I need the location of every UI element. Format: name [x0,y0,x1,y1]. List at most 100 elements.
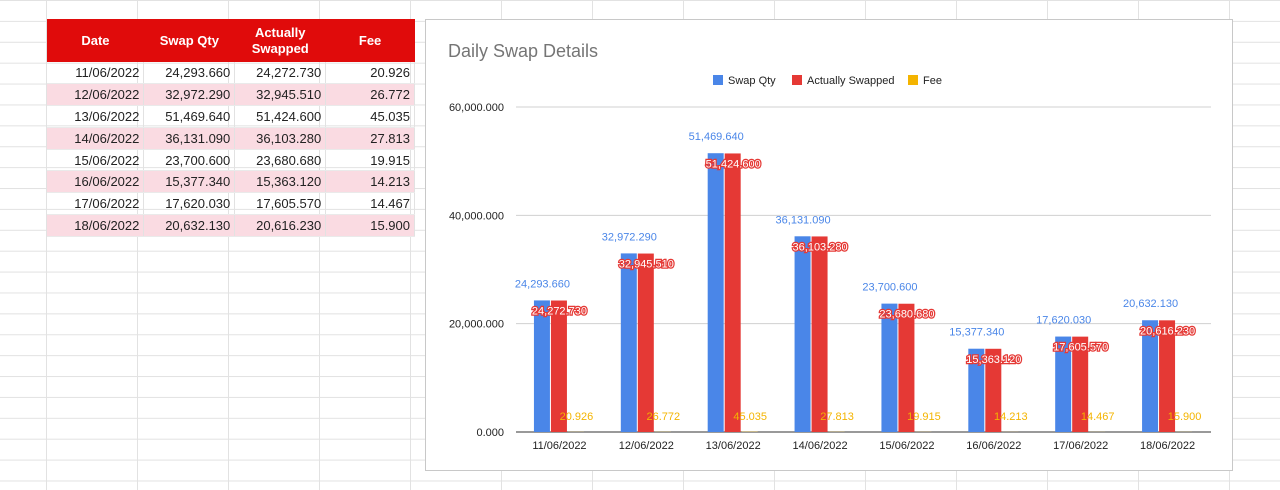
cell-date[interactable]: 13/06/2022 [47,105,145,128]
cell-fee[interactable]: 14.467 [325,192,415,216]
bar-0 [881,303,898,432]
y-tick-label: 20,000.000 [449,319,504,331]
cell-swap-qty[interactable]: 24,293.660 [143,62,236,84]
x-tick-label: 17/06/2022 [1053,440,1108,452]
cell-swap-qty[interactable]: 51,469.640 [143,105,236,128]
x-tick-label: 16/06/2022 [966,440,1021,452]
table-row: 12/06/2022 32,972.290 32,945.510 26.772 [47,83,415,106]
cell-swap-qty[interactable]: 20,632.130 [143,214,236,238]
legend-label-2: Fee [923,75,942,87]
cell-swap-qty[interactable]: 17,620.030 [143,192,236,216]
x-tick-label: 11/06/2022 [532,440,586,452]
cell-fee[interactable]: 15.900 [325,214,415,238]
data-label-fee: 19.915 [907,411,941,423]
bar-0 [968,348,985,432]
cell-fee[interactable]: 45.035 [325,105,415,128]
data-label-fee: 14.467 [1081,411,1115,423]
data-label-actually-swapped: 51,424.600 [706,158,761,170]
cell-date[interactable]: 18/06/2022 [47,214,145,238]
header-actually-swapped[interactable]: Actually Swapped [234,19,326,62]
data-label-actually-swapped: 36,103.280 [793,241,848,253]
header-fee[interactable]: Fee [325,19,415,62]
table-header-row: Date Swap Qty Actually Swapped Fee [47,19,415,62]
bar-1 [637,253,654,432]
cell-actually-swapped[interactable]: 51,424.600 [234,105,327,128]
cell-date[interactable]: 17/06/2022 [47,192,145,216]
cell-actually-swapped[interactable]: 15,363.120 [234,170,327,194]
table-row: 11/06/2022 24,293.660 24,272.730 20.926 [47,62,415,84]
data-label-swap-qty: 20,632.130 [1123,298,1178,310]
legend-label-1: Actually Swapped [807,75,894,87]
cell-actually-swapped[interactable]: 24,272.730 [234,62,327,84]
bar-1 [724,153,741,433]
cell-actually-swapped[interactable]: 17,605.570 [234,192,327,216]
cell-date[interactable]: 11/06/2022 [47,62,145,84]
cell-fee[interactable]: 14.213 [325,170,415,194]
cell-swap-qty[interactable]: 15,377.340 [143,170,236,194]
cell-fee[interactable]: 27.813 [325,127,415,150]
data-label-swap-qty: 51,469.640 [689,131,744,143]
legend-label-0: Swap Qty [728,75,776,87]
x-tick-label: 18/06/2022 [1140,440,1195,452]
legend-swatch-0 [713,75,723,85]
cell-actually-swapped[interactable]: 20,616.230 [234,214,327,238]
cell-date[interactable]: 15/06/2022 [47,149,145,172]
cell-date[interactable]: 16/06/2022 [47,170,145,194]
table-row: 16/06/2022 15,377.340 15,363.120 14.213 [47,170,415,194]
table-row: 15/06/2022 23,700.600 23,680.680 19.915 [47,149,415,172]
cell-fee[interactable]: 26.772 [325,83,415,106]
swap-data-table: Date Swap Qty Actually Swapped Fee 11/06… [47,19,415,238]
bar-chart: Daily Swap Details Swap Qty Actually Swapp… [448,41,1211,452]
y-tick-label: 40,000.000 [449,210,504,222]
cell-fee[interactable]: 20.926 [325,62,415,84]
x-tick-label: 14/06/2022 [793,440,848,452]
cell-swap-qty[interactable]: 32,972.290 [143,83,236,106]
table-row: 18/06/2022 20,632.130 20,616.230 15.900 [47,214,415,238]
cell-date[interactable]: 14/06/2022 [47,127,145,150]
data-label-swap-qty: 36,131.090 [776,214,831,226]
x-tick-label: 13/06/2022 [706,440,761,452]
header-date[interactable]: Date [47,19,144,62]
table-row: 14/06/2022 36,131.090 36,103.280 27.813 [47,127,415,150]
cell-fee[interactable]: 19.915 [325,149,415,172]
data-label-swap-qty: 24,293.660 [515,278,570,290]
chart-title: Daily Swap Details [448,41,598,61]
bar-0 [620,253,637,432]
data-label-swap-qty: 17,620.030 [1036,315,1091,327]
x-tick-label: 15/06/2022 [879,440,934,452]
bar-0 [533,300,550,432]
chart-container[interactable]: Daily Swap Details Swap Qty Actually Swapp… [425,19,1233,471]
bar-1 [811,236,828,432]
x-tick-label: 12/06/2022 [619,440,674,452]
header-swap-qty[interactable]: Swap Qty [143,19,235,62]
data-label-fee: 26.772 [646,411,680,423]
bar-1 [898,303,915,432]
cell-actually-swapped[interactable]: 36,103.280 [234,127,327,150]
data-label-fee: 20.926 [560,411,594,423]
bar-1 [985,348,1002,432]
y-tick-label: 0.000 [476,427,504,439]
data-label-fee: 15.900 [1168,411,1202,423]
cell-actually-swapped[interactable]: 23,680.680 [234,149,327,172]
data-label-actually-swapped: 24,272.730 [532,306,587,318]
legend-swatch-2 [908,75,918,85]
cell-actually-swapped[interactable]: 32,945.510 [234,83,327,106]
data-label-swap-qty: 23,700.600 [862,282,917,294]
legend-swatch-1 [792,75,802,85]
bar-1 [1159,320,1176,432]
bar-0 [794,236,811,432]
bar-1 [1072,336,1089,432]
data-label-actually-swapped: 23,680.680 [879,309,934,321]
data-label-fee: 27.813 [820,411,854,423]
data-label-actually-swapped: 32,945.510 [619,259,674,271]
cell-date[interactable]: 12/06/2022 [47,83,145,106]
cell-swap-qty[interactable]: 36,131.090 [143,127,236,150]
table-row: 17/06/2022 17,620.030 17,605.570 14.467 [47,192,415,216]
data-label-actually-swapped: 17,605.570 [1053,342,1108,354]
data-label-actually-swapped: 20,616.230 [1140,325,1195,337]
y-tick-label: 60,000.000 [449,102,504,114]
cell-swap-qty[interactable]: 23,700.600 [143,149,236,172]
data-label-swap-qty: 32,972.290 [602,231,657,243]
bar-0 [1055,336,1072,432]
table-row: 13/06/2022 51,469.640 51,424.600 45.035 [47,105,415,128]
